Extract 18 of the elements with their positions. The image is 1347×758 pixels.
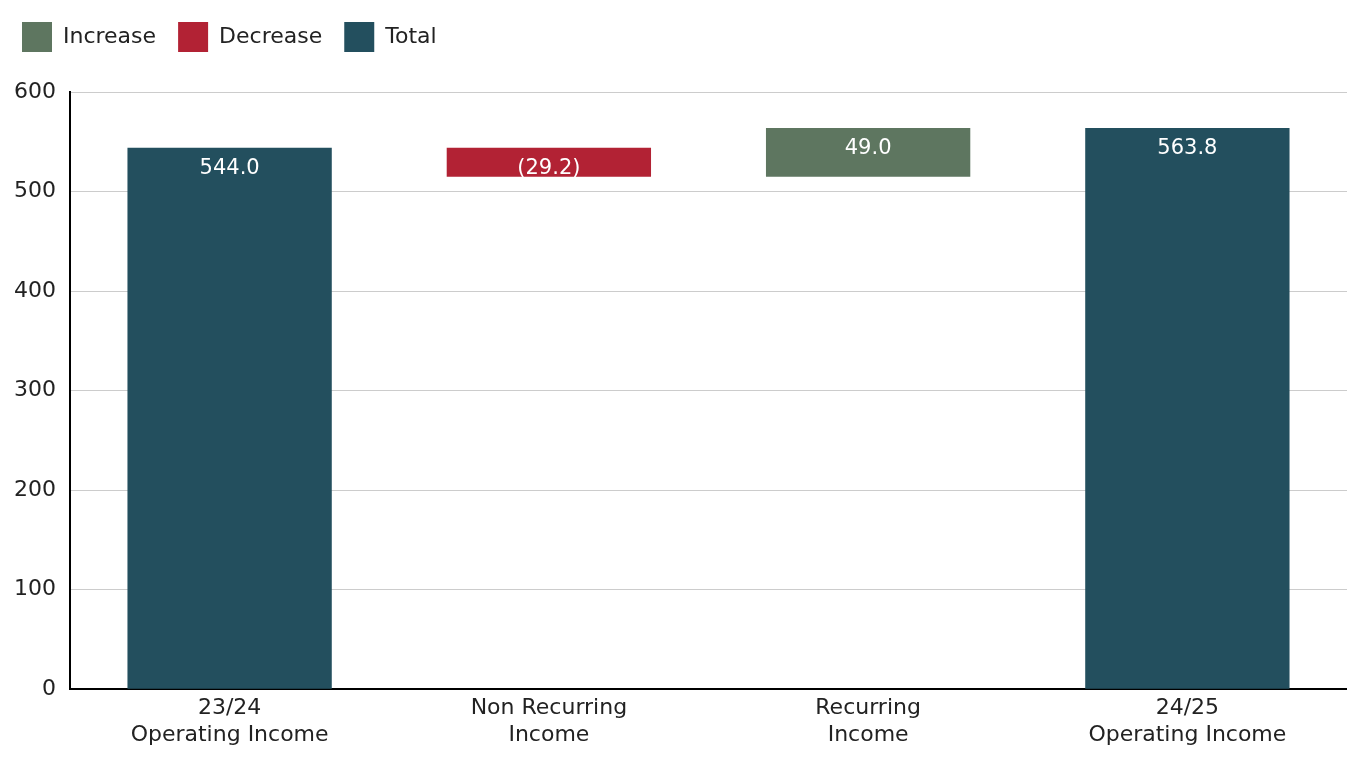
y-tick-label: 300 xyxy=(13,376,56,402)
legend-label: Total xyxy=(384,22,437,48)
y-tick-label: 600 xyxy=(13,77,56,103)
data-label: 563.8 xyxy=(1157,134,1218,159)
data-label: (29.2) xyxy=(517,154,581,179)
legend-label: Increase xyxy=(63,22,157,48)
x-tick-label: Recurring Income xyxy=(815,694,921,746)
y-tick-label: 100 xyxy=(13,575,56,601)
data-label: 544.0 xyxy=(199,154,260,179)
y-tick-label: 500 xyxy=(13,177,56,203)
y-tick-label: 0 xyxy=(41,674,56,700)
x-tick-label: Non Recurring Income xyxy=(470,694,628,746)
x-tick-label: 23/24 Operating Income xyxy=(130,694,329,746)
y-tick-label: 200 xyxy=(13,475,56,501)
x-tick-label: 24/25 Operating Income xyxy=(1088,694,1287,746)
legend-label: Decrease xyxy=(219,22,323,48)
y-tick-label: 400 xyxy=(13,276,56,302)
data-label: 49.0 xyxy=(844,134,892,159)
